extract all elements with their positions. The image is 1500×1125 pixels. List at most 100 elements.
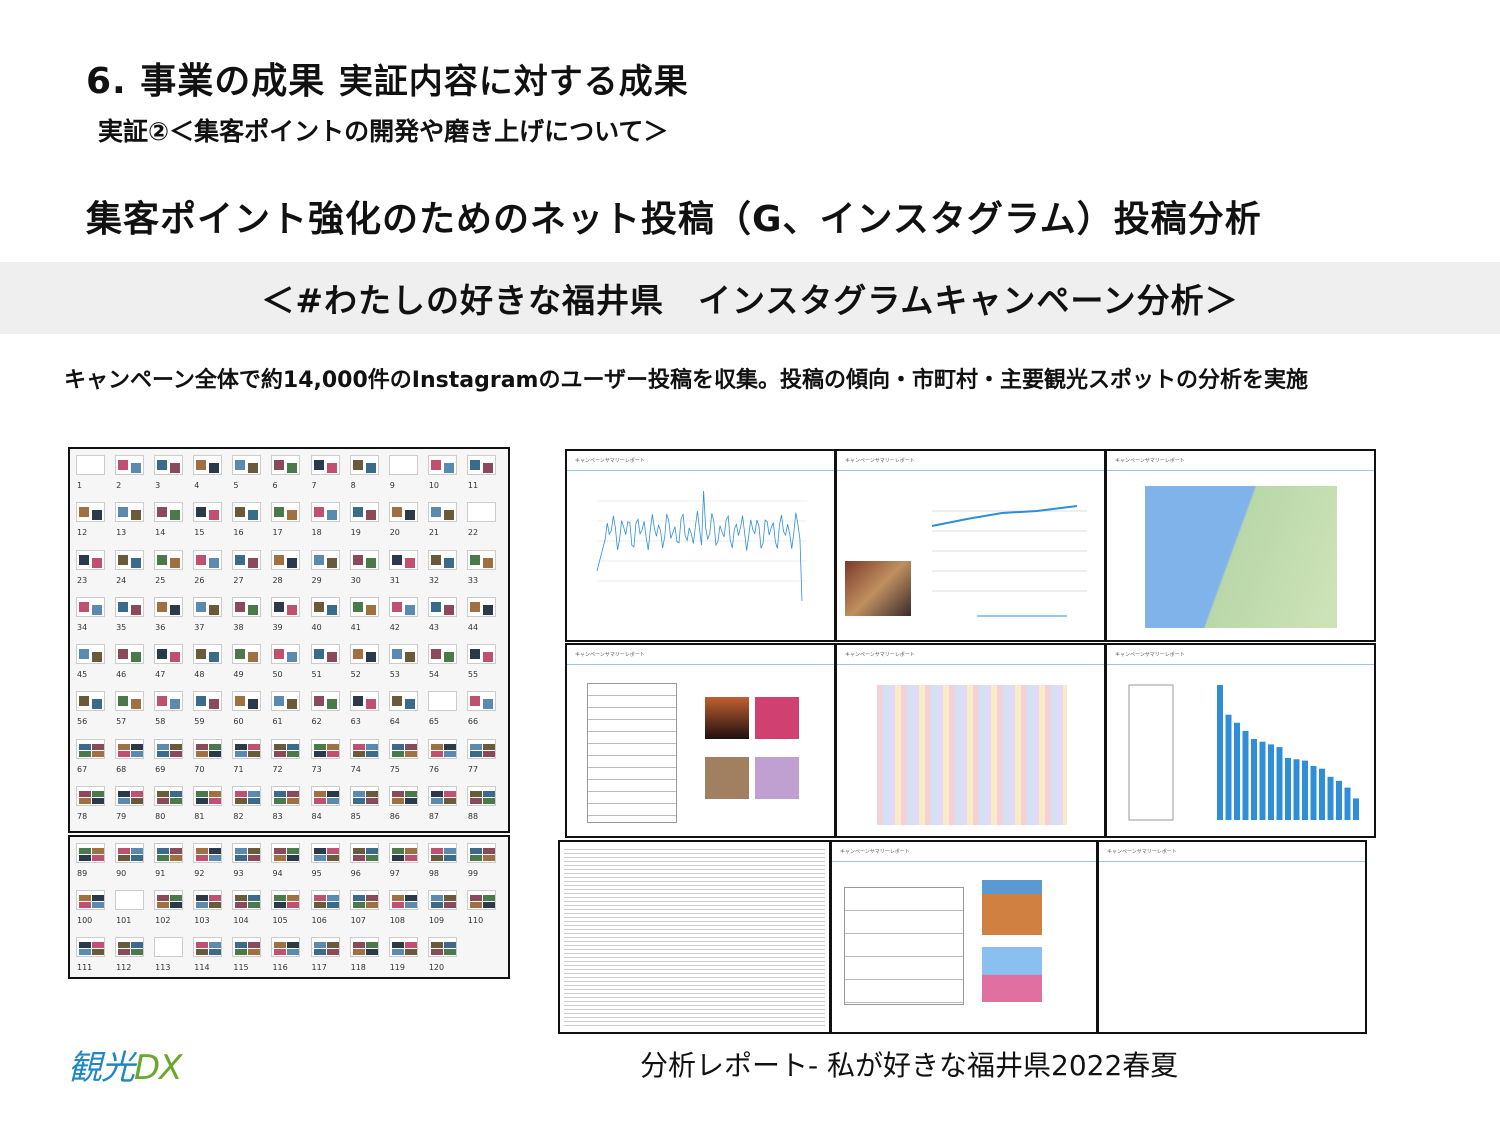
- slide-thumbnail[interactable]: 40: [310, 595, 350, 642]
- slide-thumbnail[interactable]: 27: [232, 548, 271, 595]
- slide-thumbnail[interactable]: 75: [388, 737, 428, 784]
- slide-thumbnail[interactable]: 59: [193, 689, 232, 736]
- slide-thumbnail[interactable]: 109: [427, 888, 467, 935]
- slide-thumbnail[interactable]: 86: [388, 784, 428, 831]
- slide-thumbnail[interactable]: 53: [388, 642, 428, 689]
- slide-thumbnail[interactable]: 52: [349, 642, 389, 689]
- slide-thumbnail[interactable]: 11: [466, 453, 506, 500]
- slide-thumbnail[interactable]: 61: [271, 689, 310, 736]
- slide-thumbnail[interactable]: 24: [115, 548, 154, 595]
- slide-thumbnail[interactable]: 5: [232, 453, 271, 500]
- slide-thumbnail[interactable]: 74: [349, 737, 389, 784]
- slide-thumbnail[interactable]: 102: [154, 888, 193, 935]
- slide-thumbnail[interactable]: 35: [115, 595, 154, 642]
- slide-thumbnail[interactable]: 107: [349, 888, 389, 935]
- slide-thumbnail[interactable]: 83: [271, 784, 310, 831]
- slide-thumbnail[interactable]: 62: [310, 689, 350, 736]
- slide-thumbnail[interactable]: 56: [76, 689, 115, 736]
- slide-thumbnail[interactable]: 17: [271, 500, 310, 547]
- slide-thumbnail[interactable]: 34: [76, 595, 115, 642]
- slide-thumbnail[interactable]: 92: [193, 841, 232, 888]
- slide-thumbnail[interactable]: 80: [154, 784, 193, 831]
- slide-thumbnail[interactable]: 108: [388, 888, 428, 935]
- slide-thumbnail[interactable]: 22: [466, 500, 506, 547]
- slide-thumbnail[interactable]: 97: [388, 841, 428, 888]
- slide-thumbnail[interactable]: 16: [232, 500, 271, 547]
- slide-thumbnail[interactable]: 101: [115, 888, 154, 935]
- slide-thumbnail[interactable]: 41: [349, 595, 389, 642]
- slide-thumbnail[interactable]: 120: [427, 935, 467, 982]
- slide-thumbnail[interactable]: 9: [388, 453, 428, 500]
- slide-thumbnail[interactable]: 76: [427, 737, 467, 784]
- slide-thumbnail[interactable]: 68: [115, 737, 154, 784]
- slide-thumbnail[interactable]: 89: [76, 841, 115, 888]
- slide-thumbnail[interactable]: 45: [76, 642, 115, 689]
- slide-thumbnail[interactable]: 117: [310, 935, 350, 982]
- slide-thumbnail[interactable]: 12: [76, 500, 115, 547]
- slide-thumbnail[interactable]: 25: [154, 548, 193, 595]
- slide-thumbnail[interactable]: 90: [115, 841, 154, 888]
- slide-thumbnail[interactable]: 73: [310, 737, 350, 784]
- slide-thumbnail[interactable]: 19: [349, 500, 389, 547]
- slide-thumbnail[interactable]: 28: [271, 548, 310, 595]
- slide-thumbnail[interactable]: 21: [427, 500, 467, 547]
- slide-thumbnail[interactable]: 36: [154, 595, 193, 642]
- slide-thumbnail[interactable]: 103: [193, 888, 232, 935]
- slide-thumbnail[interactable]: 3: [154, 453, 193, 500]
- slide-thumbnail[interactable]: 13: [115, 500, 154, 547]
- slide-thumbnail[interactable]: 31: [388, 548, 428, 595]
- slide-thumbnail[interactable]: 2: [115, 453, 154, 500]
- slide-thumbnail[interactable]: 18: [310, 500, 350, 547]
- slide-thumbnail[interactable]: 104: [232, 888, 271, 935]
- slide-thumbnail[interactable]: 119: [388, 935, 428, 982]
- slide-thumbnail[interactable]: 98: [427, 841, 467, 888]
- slide-thumbnail[interactable]: 6: [271, 453, 310, 500]
- slide-thumbnail[interactable]: 47: [154, 642, 193, 689]
- slide-thumbnail[interactable]: 112: [115, 935, 154, 982]
- slide-thumbnail[interactable]: 69: [154, 737, 193, 784]
- slide-thumbnail[interactable]: 78: [76, 784, 115, 831]
- slide-thumbnail[interactable]: 4: [193, 453, 232, 500]
- slide-thumbnail[interactable]: 85: [349, 784, 389, 831]
- slide-thumbnail[interactable]: 95: [310, 841, 350, 888]
- slide-thumbnail[interactable]: 77: [466, 737, 506, 784]
- slide-thumbnail[interactable]: 48: [193, 642, 232, 689]
- slide-thumbnail[interactable]: 81: [193, 784, 232, 831]
- slide-thumbnail[interactable]: 106: [310, 888, 350, 935]
- slide-thumbnail[interactable]: 49: [232, 642, 271, 689]
- slide-thumbnail[interactable]: 105: [271, 888, 310, 935]
- slide-thumbnail[interactable]: 46: [115, 642, 154, 689]
- slide-thumbnail[interactable]: 70: [193, 737, 232, 784]
- slide-thumbnail[interactable]: 79: [115, 784, 154, 831]
- slide-thumbnail[interactable]: 55: [466, 642, 506, 689]
- slide-thumbnail[interactable]: 1: [76, 453, 115, 500]
- slide-thumbnail[interactable]: 38: [232, 595, 271, 642]
- slide-thumbnail[interactable]: 82: [232, 784, 271, 831]
- slide-thumbnail[interactable]: 67: [76, 737, 115, 784]
- slide-thumbnail[interactable]: 113: [154, 935, 193, 982]
- slide-thumbnail[interactable]: 96: [349, 841, 389, 888]
- slide-thumbnail[interactable]: 66: [466, 689, 506, 736]
- slide-thumbnail[interactable]: 116: [271, 935, 310, 982]
- slide-thumbnail[interactable]: 87: [427, 784, 467, 831]
- slide-thumbnail[interactable]: 26: [193, 548, 232, 595]
- slide-thumbnail[interactable]: 15: [193, 500, 232, 547]
- slide-thumbnail[interactable]: 60: [232, 689, 271, 736]
- slide-thumbnail[interactable]: 114: [193, 935, 232, 982]
- slide-thumbnail[interactable]: 54: [427, 642, 467, 689]
- slide-thumbnail[interactable]: 50: [271, 642, 310, 689]
- slide-thumbnail[interactable]: 115: [232, 935, 271, 982]
- slide-thumbnail[interactable]: 110: [466, 888, 506, 935]
- slide-thumbnail[interactable]: 57: [115, 689, 154, 736]
- slide-thumbnail[interactable]: 72: [271, 737, 310, 784]
- slide-thumbnail[interactable]: 88: [466, 784, 506, 831]
- slide-thumbnail[interactable]: 118: [349, 935, 389, 982]
- slide-thumbnail[interactable]: 7: [310, 453, 350, 500]
- slide-thumbnail[interactable]: 14: [154, 500, 193, 547]
- slide-thumbnail[interactable]: 42: [388, 595, 428, 642]
- slide-thumbnail[interactable]: 63: [349, 689, 389, 736]
- slide-thumbnail[interactable]: 20: [388, 500, 428, 547]
- slide-thumbnail[interactable]: 44: [466, 595, 506, 642]
- slide-thumbnail[interactable]: 10: [427, 453, 467, 500]
- slide-thumbnail[interactable]: 39: [271, 595, 310, 642]
